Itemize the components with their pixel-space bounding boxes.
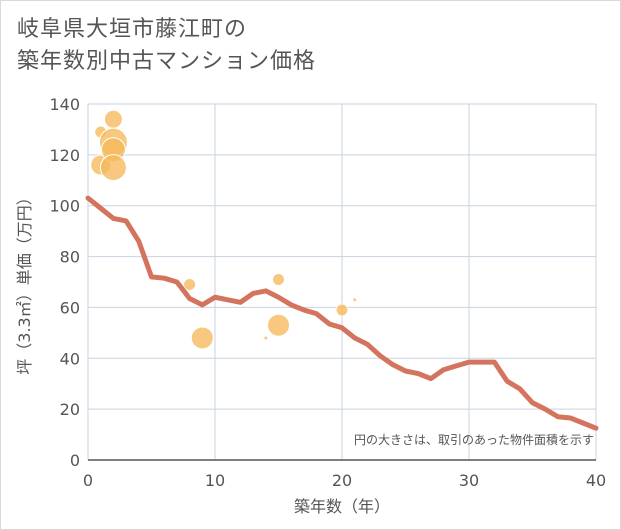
y-tick-label: 60 (60, 298, 80, 317)
chart-title: 岐阜県大垣市藤江町の 築年数別中古マンション価格 (17, 14, 316, 78)
chart-title-line-1: 岐阜県大垣市藤江町の (17, 17, 248, 42)
bubble-series (90, 109, 358, 350)
bubble-point (272, 272, 285, 286)
bubble-point (267, 313, 290, 337)
y-tick-label: 100 (49, 197, 80, 216)
y-tick-label: 40 (60, 349, 80, 368)
bubble-point (352, 297, 358, 303)
x-tick-label: 30 (459, 471, 479, 490)
x-axis-title: 築年数（年） (294, 497, 390, 516)
bubble-point (190, 326, 214, 350)
chart-title-line-2: 築年数別中古マンション価格 (17, 49, 317, 74)
y-tick-labels: 0 20 40 60 80 100 120 140 (49, 95, 80, 470)
trend-line (85, 195, 599, 431)
bubble-point (99, 154, 127, 182)
bubble-point (103, 109, 123, 129)
y-axis-title: 坪（3.3㎡）単価（万円） (15, 189, 34, 374)
y-tick-label: 20 (60, 400, 80, 419)
x-tick-label: 10 (205, 471, 225, 490)
bubble-point (183, 278, 197, 292)
y-tick-label: 120 (49, 146, 80, 165)
x-tick-label: 20 (332, 471, 352, 490)
bubble-point (335, 303, 349, 317)
x-tick-labels: 0 10 20 30 40 (83, 471, 606, 490)
y-tick-label: 0 (70, 451, 80, 470)
y-tick-label: 140 (49, 95, 80, 114)
chart-note: 円の大きさは、取引のあった物件面積を示す (354, 432, 594, 447)
y-tick-label: 80 (60, 248, 80, 267)
x-tick-label: 0 (83, 471, 93, 490)
x-tick-label: 40 (586, 471, 606, 490)
bubble-point (263, 335, 269, 341)
